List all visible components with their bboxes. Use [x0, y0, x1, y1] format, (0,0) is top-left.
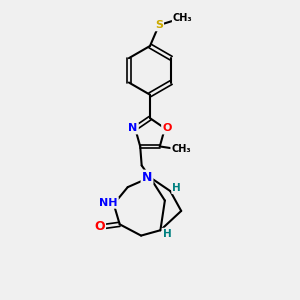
Text: CH₃: CH₃ [173, 13, 193, 23]
Text: O: O [162, 123, 172, 133]
Text: H: H [172, 183, 181, 193]
Text: N: N [142, 171, 152, 184]
Text: H: H [163, 229, 171, 239]
Text: N: N [128, 123, 138, 133]
Text: NH: NH [99, 198, 118, 208]
Text: S: S [155, 20, 163, 30]
Text: O: O [94, 220, 105, 233]
Text: CH₃: CH₃ [171, 144, 191, 154]
